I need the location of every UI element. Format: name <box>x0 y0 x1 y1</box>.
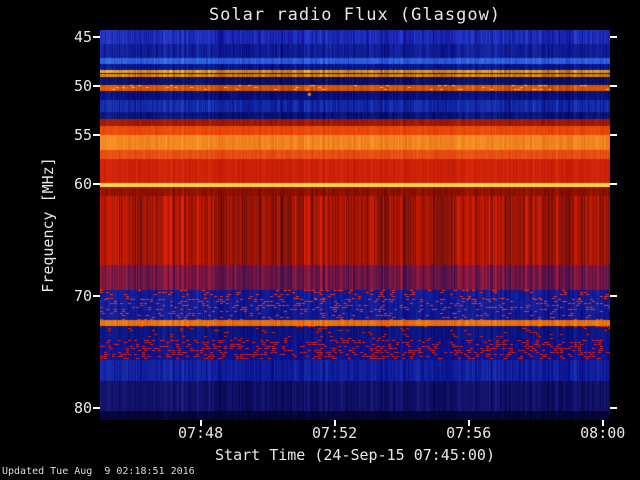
y-tick-label: 45 <box>73 28 92 47</box>
y-tick-mark <box>610 85 617 88</box>
x-tick-mark <box>601 420 604 426</box>
x-tick-label: 07:48 <box>177 424 224 442</box>
spectrogram-canvas <box>100 30 610 420</box>
y-tick-label: 80 <box>73 399 92 418</box>
y-tick-mark <box>610 36 617 39</box>
x-tick-mark <box>467 420 470 426</box>
x-tick-label: 08:00 <box>580 424 626 442</box>
y-tick-label: 50 <box>73 77 92 96</box>
x-tick-mark <box>333 420 336 426</box>
y-tick-mark <box>93 85 100 88</box>
y-tick-mark <box>610 134 617 137</box>
y-tick-mark <box>93 295 100 297</box>
y-tick-label: 60 <box>73 175 92 193</box>
y-tick-mark <box>93 407 100 410</box>
x-tick-label: 07:56 <box>446 424 492 442</box>
y-tick-mark <box>93 36 100 39</box>
y-tick-mark <box>93 134 100 137</box>
y-tick-mark <box>610 295 617 297</box>
y-tick-label: 70 <box>73 287 92 305</box>
y-tick-mark <box>610 407 617 410</box>
x-tick-mark <box>199 420 202 426</box>
chart-title: Solar radio Flux (Glasgow) <box>208 5 502 25</box>
x-axis-label: Start Time (24-Sep-15 07:45:00) <box>215 446 495 464</box>
x-tick-label: 07:52 <box>312 424 358 442</box>
y-tick-mark <box>93 183 100 185</box>
updated-timestamp: Updated Tue Aug 9 02:18:51 2016 <box>2 466 195 477</box>
y-tick-mark <box>610 183 617 185</box>
y-tick-label: 55 <box>73 126 92 145</box>
